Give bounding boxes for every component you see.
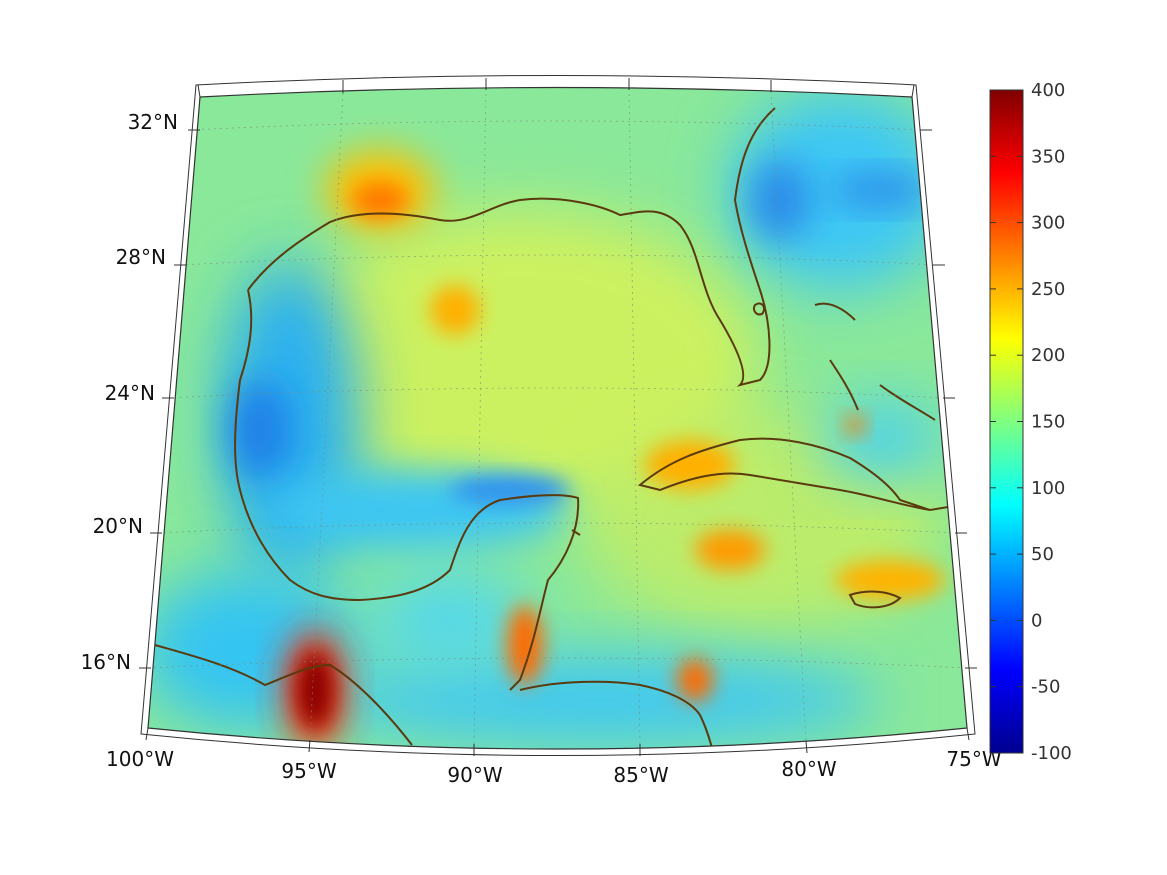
colorbar-label: 300 [1031,213,1065,234]
colorbar-label: -50 [1031,677,1060,698]
colorbar-label: 400 [1031,80,1065,101]
lon-label-90: 90°W [447,763,502,787]
frame-ticks [139,78,977,756]
data-field [148,87,967,749]
colorbar-ticks [990,89,1023,754]
lat-label-20: 20°N [93,514,143,538]
lat-label-32: 32°N [128,110,178,134]
colorbar-label: -100 [1031,743,1072,764]
lat-label-24: 24°N [105,381,155,405]
lon-label-85: 85°W [613,763,668,787]
map-frame [140,75,976,756]
colorbar-label: 250 [1031,279,1065,300]
colorbar-label: 150 [1031,412,1065,433]
colorbar: 400 350 300 250 200 150 100 50 0 -50 -100 [989,80,1072,764]
latitude-labels: 32°N 28°N 24°N 20°N 16°N [81,110,178,674]
colorbar-label: 350 [1031,146,1065,167]
lon-label-80: 80°W [781,757,836,781]
colorbar-label: 200 [1031,345,1065,366]
colorbar-labels: 400 350 300 250 200 150 100 50 0 -50 -100 [1031,80,1072,764]
lon-label-95: 95°W [281,759,336,783]
lon-label-100: 100°W [106,747,174,771]
colorbar-label: 100 [1031,478,1065,499]
colorbar-label: 0 [1031,610,1042,631]
longitude-labels: 100°W 95°W 90°W 85°W 80°W 75°W [106,747,1002,787]
coastlines [154,107,961,749]
colorbar-label: 50 [1031,544,1054,565]
lat-label-16: 16°N [81,650,131,674]
lat-label-28: 28°N [116,245,166,269]
graticule [148,87,967,745]
